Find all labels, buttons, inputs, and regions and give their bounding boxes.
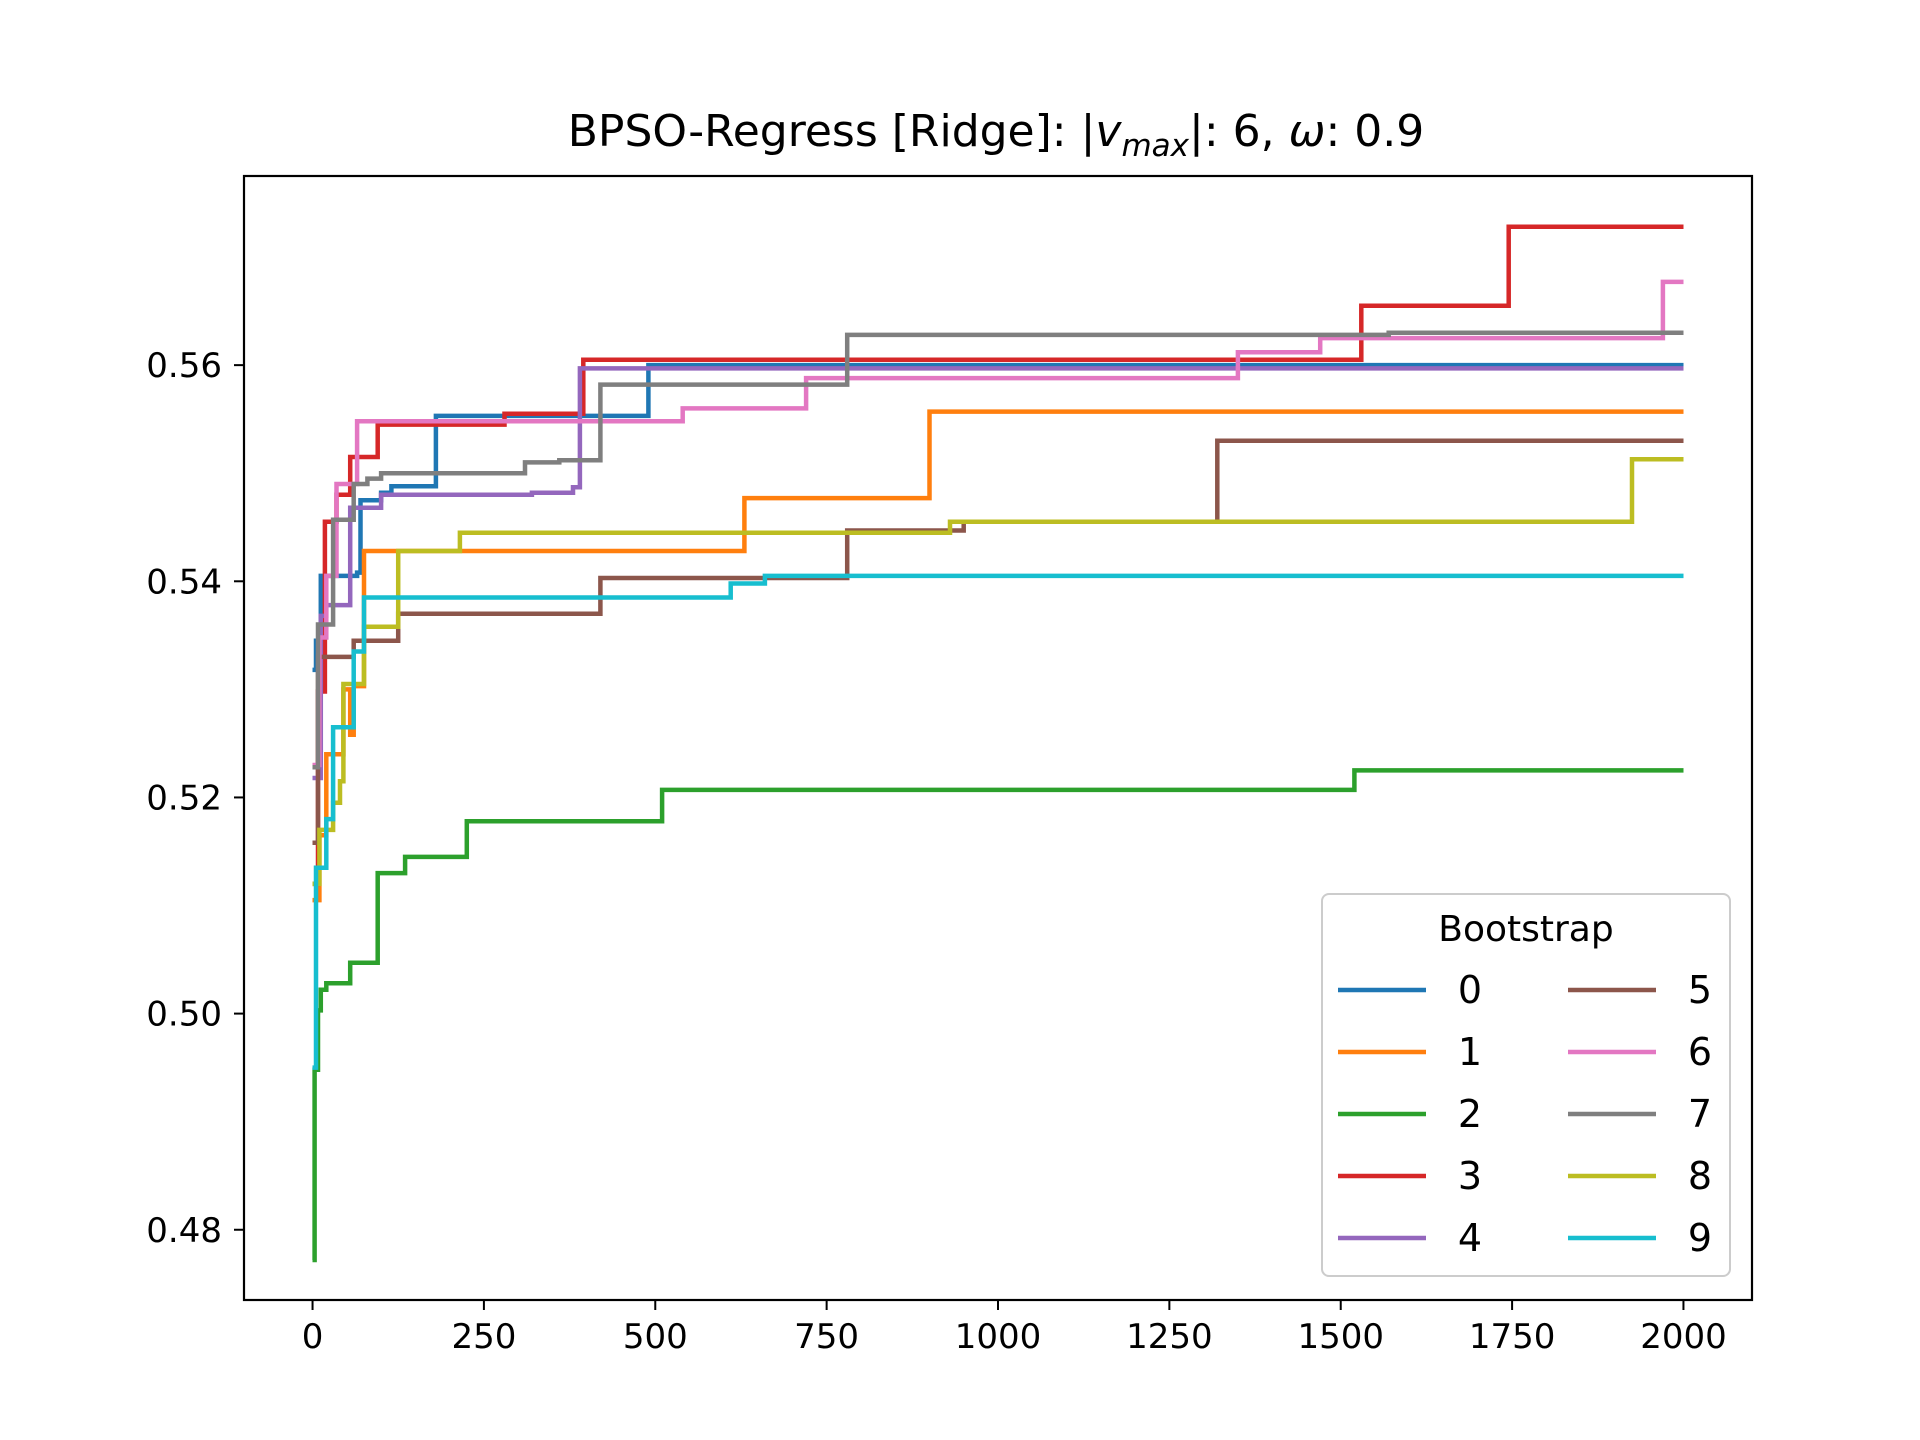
x-axis: 0 250 500 750 1000 1250 1500 1750 2000 [302,1300,1727,1357]
x-tick-label: 1000 [955,1317,1042,1357]
x-tick-label: 750 [794,1317,859,1357]
series-line-9 [312,573,1684,1070]
legend-label-8: 8 [1688,1154,1712,1198]
title-subscript: max [1121,128,1189,164]
chart-title: BPSO-Regress [Ridge]: |vmax|: 6, ω: 0.9 [568,106,1425,164]
x-tick-label: 250 [451,1317,516,1357]
title-middle: |: 6, [1189,106,1289,157]
plot-series [312,224,1684,1263]
legend-label-2: 2 [1458,1092,1482,1136]
legend-entries: 0 1 2 3 4 5 6 7 8 9 [1338,968,1712,1260]
legend-label-1: 1 [1458,1030,1482,1074]
legend-title: Bootstrap [1438,909,1613,950]
legend-label-5: 5 [1688,968,1712,1012]
legend-label-4: 4 [1458,1216,1482,1260]
legend-label-9: 9 [1688,1216,1712,1260]
title-v: v [1095,106,1122,157]
y-tick-label: 0.50 [146,995,222,1035]
x-tick-label: 1500 [1297,1317,1384,1357]
title-omega: ω [1289,106,1326,157]
plot-frame [242,174,1754,1302]
y-tick-label: 0.52 [146,778,222,818]
y-tick-label: 0.56 [146,346,222,386]
x-tick-label: 2000 [1640,1317,1727,1357]
x-tick-label: 0 [302,1317,324,1357]
series-line-6 [312,279,1684,768]
legend-label-3: 3 [1458,1154,1482,1198]
y-tick-label: 0.48 [146,1211,222,1251]
title-prefix: BPSO-Regress [Ridge]: | [568,106,1096,157]
y-tick-label: 0.54 [146,562,222,602]
legend: Bootstrap 0 1 2 3 4 5 6 7 8 9 [1321,893,1731,1277]
x-tick-label: 500 [623,1317,688,1357]
x-tick-label: 1750 [1469,1317,1556,1357]
legend-label-6: 6 [1688,1030,1712,1074]
y-axis: 0.48 0.50 0.52 0.54 0.56 [146,346,244,1251]
series-line-7 [312,330,1684,770]
legend-box [1321,893,1731,1277]
x-tick-label: 1250 [1126,1317,1213,1357]
legend-label-7: 7 [1688,1092,1712,1136]
series-line-8 [312,456,1684,887]
legend-label-0: 0 [1458,968,1482,1012]
series-line-3 [312,224,1684,887]
title-suffix: : 0.9 [1325,106,1424,157]
